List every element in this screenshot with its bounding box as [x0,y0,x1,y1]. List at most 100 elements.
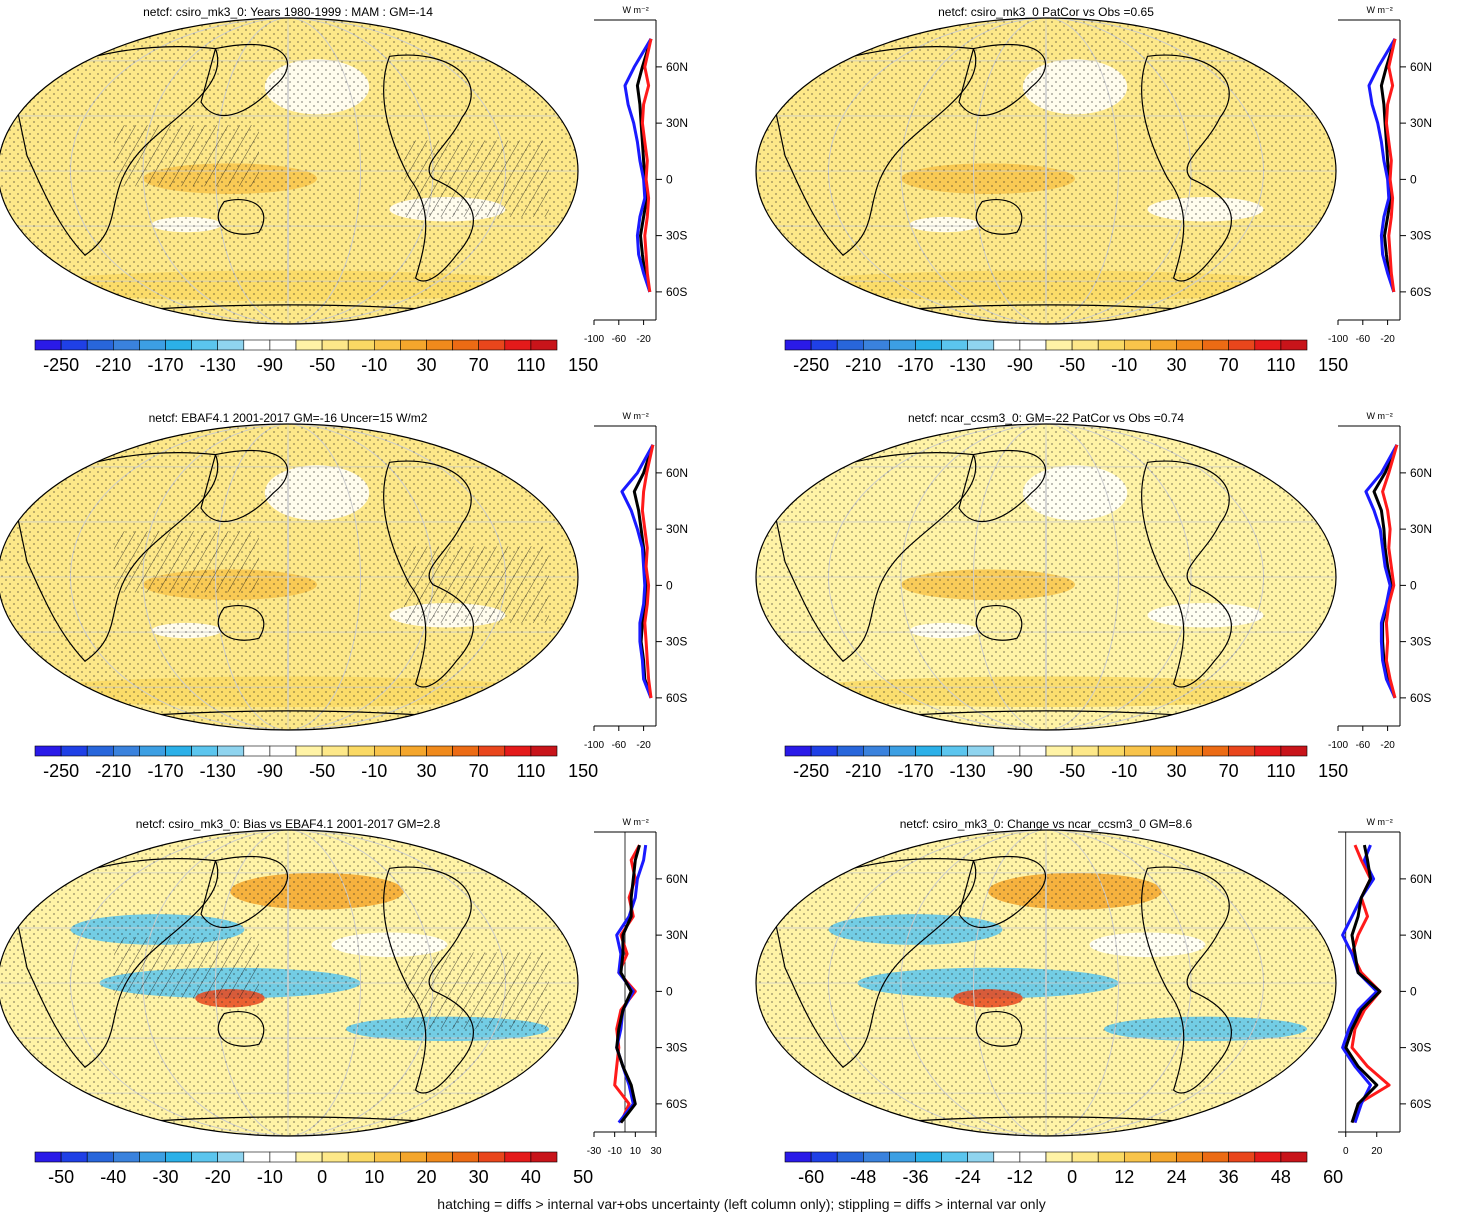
profile-series-line [1381,444,1399,699]
colorbar-swatch [810,339,838,351]
colorbar-swatch [1150,339,1177,351]
panel-5: netcf: csiro_mk3_0: Bias vs EBAF4.1 2001… [0,817,688,1187]
colorbar-swatch [295,745,323,757]
profile-series-line [623,38,653,293]
colorbar-swatch [139,745,166,757]
map-border [755,829,1337,1137]
colorbar-swatch [269,745,297,757]
colorbar-swatch [86,1151,114,1163]
colorbar-swatch [504,1151,532,1163]
colorbar-swatch [269,1151,297,1163]
colorbar-swatch [1123,339,1151,351]
colorbar: -60 -48 -36 -24 -12 0 12 24 36 48 60 [784,1151,1343,1187]
colorbar-swatch [1176,339,1203,351]
colorbar-swatch [478,339,506,351]
profile-x-label: -100 [1328,334,1348,345]
profile-lat-label: 30N [666,522,688,536]
hatching [114,125,259,187]
colorbar-label: 30 [469,1167,489,1187]
colorbar-swatch [60,1151,88,1163]
colorbar-label: 0 [1067,1167,1077,1187]
colorbar-swatch [217,745,245,757]
colorbar-swatch [1071,1151,1099,1163]
profile-x-label: -60 [1356,740,1371,751]
colorbar-label: 110 [517,355,546,375]
map-border [0,17,579,325]
coastline [975,605,1023,641]
colorbar-swatch [810,1151,838,1163]
profile-series-line [1364,444,1399,699]
colorbar-label: 70 [469,355,489,375]
colorbar-label: -12 [1007,1167,1033,1187]
colorbar-label: -90 [257,761,283,781]
coastline [958,44,1047,117]
colorbar-label: 150 [568,355,598,375]
panel-title: netcf: csiro_mk3_0 PatCor vs Obs =0.65 [938,5,1154,19]
profile-x-label: -30 [587,1146,602,1157]
colorbar-swatch [478,1151,506,1163]
colorbar-swatch [504,745,532,757]
colorbar: -250 -210 -170 -130 -90 -50 -10 30 70 110 150 [784,745,1348,781]
profile-lat-label: 60S [666,285,687,299]
colorbar-swatch [373,1151,401,1163]
colorbar-swatch [321,745,349,757]
colorbar-swatch [400,339,427,351]
colorbar-label: -24 [955,1167,981,1187]
profile-unit: W m⁻² [1366,5,1392,15]
colorbar-label: -170 [897,761,933,781]
colorbar-swatch [1097,339,1125,351]
colorbar-label: -130 [950,761,986,781]
colorbar-swatch [452,339,480,351]
zonal-profile: W m⁻² 60N 30N 0 30S 60S -30 -10 10 30 [587,817,688,1157]
colorbar-swatch [1019,745,1047,757]
colorbar-swatch [836,339,864,351]
colorbar-swatch [139,1151,166,1163]
colorbar-swatch [347,745,375,757]
colorbar-label: -10 [361,761,387,781]
colorbar-label: -50 [1059,355,1085,375]
colorbar-label: 150 [1318,355,1348,375]
colorbar-swatch [915,1151,942,1163]
coastline [383,866,474,1094]
coastline [217,1011,265,1047]
profile-x-label: 20 [1371,1146,1383,1157]
coastline [1141,460,1232,688]
profile-lat-label: 0 [666,578,673,592]
colorbar-label: -90 [257,355,283,375]
colorbar-swatch [836,1151,864,1163]
profile-lat-label: 60S [666,691,687,705]
colorbar-swatch [784,1151,812,1163]
coastline [11,858,219,1068]
colorbar-label: 110 [1267,761,1296,781]
colorbar-swatch [836,745,864,757]
colorbar-swatch [941,1151,969,1163]
colorbar-swatch [1202,745,1230,757]
map [755,17,1337,325]
colorbar-swatch [993,1151,1021,1163]
colorbar-label: 60 [1323,1167,1343,1187]
colorbar-label: -30 [152,1167,178,1187]
colorbar-label: -170 [147,761,183,781]
colorbar-swatch [243,339,271,351]
coastline [975,199,1023,235]
zonal-profile: W m⁻² 60N 30N 0 30S 60S -100 -60 -20 [584,5,688,345]
profile-unit: W m⁻² [622,411,648,421]
profile-x-label: -60 [612,740,627,751]
colorbar-label: -10 [257,1167,283,1187]
colorbar-swatch [347,339,375,351]
colorbar-label: -210 [95,761,131,781]
colorbar-label: -250 [43,355,79,375]
colorbar-swatch [1071,339,1099,351]
colorbar-label: -130 [950,355,986,375]
colorbar-swatch [915,339,942,351]
coastline [1141,866,1232,1094]
profile-lat-label: 30N [666,116,688,130]
coastline [1141,54,1232,282]
coastline [383,460,474,688]
profile-x-label: -20 [1380,740,1395,751]
colorbar-label: -10 [361,355,387,375]
colorbar-swatch [1150,745,1177,757]
colorbar-swatch [1228,1151,1256,1163]
profile-lat-label: 60S [1410,1097,1431,1111]
